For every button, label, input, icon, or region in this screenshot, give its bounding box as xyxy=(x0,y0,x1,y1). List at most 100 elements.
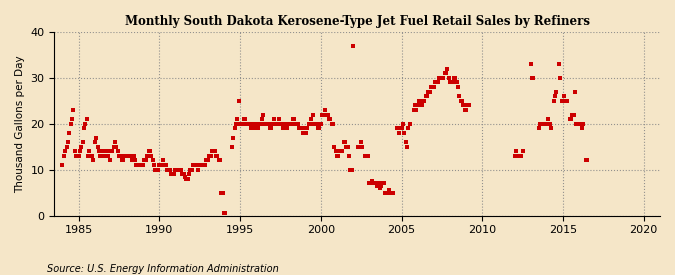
Point xyxy=(322,112,333,117)
Point xyxy=(399,131,410,135)
Point xyxy=(516,154,526,158)
Point xyxy=(130,158,140,163)
Point xyxy=(271,122,281,126)
Point xyxy=(414,99,425,103)
Point xyxy=(446,80,456,85)
Point xyxy=(353,144,364,149)
Point xyxy=(171,167,182,172)
Point xyxy=(433,80,443,85)
Point xyxy=(211,154,221,158)
Point xyxy=(330,149,341,153)
Point xyxy=(400,140,411,144)
Point xyxy=(535,122,545,126)
Point xyxy=(403,126,414,131)
Point xyxy=(556,99,567,103)
Point xyxy=(295,126,306,131)
Point xyxy=(57,163,68,167)
Point xyxy=(302,126,313,131)
Point xyxy=(429,85,439,89)
Point xyxy=(442,67,453,71)
Point xyxy=(202,158,213,163)
Point xyxy=(288,117,299,121)
Point xyxy=(197,163,208,167)
Point xyxy=(259,122,270,126)
Point xyxy=(362,154,373,158)
Point xyxy=(80,122,91,126)
Point xyxy=(198,163,209,167)
Point xyxy=(303,122,314,126)
Point xyxy=(250,122,261,126)
Point xyxy=(434,76,445,80)
Point xyxy=(558,99,568,103)
Point xyxy=(146,154,157,158)
Point xyxy=(73,154,84,158)
Point xyxy=(144,149,155,153)
Point xyxy=(128,154,139,158)
Point xyxy=(464,103,475,108)
Point xyxy=(82,154,93,158)
Point xyxy=(536,122,547,126)
Point xyxy=(566,117,576,121)
Point xyxy=(373,181,384,186)
Point xyxy=(143,149,154,153)
Point xyxy=(449,76,460,80)
Point xyxy=(64,131,75,135)
Point xyxy=(267,122,277,126)
Point xyxy=(200,163,211,167)
Point xyxy=(147,158,158,163)
Point xyxy=(513,154,524,158)
Point xyxy=(113,154,124,158)
Point xyxy=(212,154,223,158)
Point xyxy=(238,122,248,126)
Point xyxy=(78,126,89,131)
Point xyxy=(306,117,317,121)
Point xyxy=(430,80,441,85)
Point xyxy=(337,149,348,153)
Point xyxy=(204,154,215,158)
Point xyxy=(549,94,560,98)
Point xyxy=(387,190,398,195)
Point xyxy=(227,144,238,149)
Point xyxy=(548,99,559,103)
Point xyxy=(318,112,329,117)
Point xyxy=(381,190,392,195)
Point xyxy=(544,122,555,126)
Point xyxy=(578,122,589,126)
Point xyxy=(69,149,80,153)
Point xyxy=(533,126,544,131)
Point xyxy=(570,89,580,94)
Point xyxy=(422,94,433,98)
Point xyxy=(97,149,108,153)
Point xyxy=(348,43,358,48)
Point xyxy=(395,126,406,131)
Point xyxy=(109,140,120,144)
Point xyxy=(86,154,97,158)
Point xyxy=(180,174,190,179)
Point xyxy=(161,163,171,167)
Point xyxy=(283,122,294,126)
Point xyxy=(385,190,396,195)
Point xyxy=(299,126,310,131)
Point xyxy=(342,144,353,149)
Point xyxy=(58,154,69,158)
Text: Source: U.S. Energy Information Administration: Source: U.S. Energy Information Administ… xyxy=(47,264,279,274)
Point xyxy=(388,190,399,195)
Point xyxy=(340,140,350,144)
Point xyxy=(215,158,225,163)
Point xyxy=(138,163,148,167)
Point xyxy=(99,154,109,158)
Point xyxy=(376,183,387,188)
Point xyxy=(235,122,246,126)
Point xyxy=(329,144,340,149)
Point xyxy=(418,99,429,103)
Point xyxy=(76,144,87,149)
Point xyxy=(574,122,585,126)
Point xyxy=(216,190,227,195)
Point xyxy=(155,163,166,167)
Point xyxy=(333,154,344,158)
Point xyxy=(427,85,438,89)
Point xyxy=(287,117,298,121)
Point xyxy=(360,154,371,158)
Point xyxy=(170,167,181,172)
Point xyxy=(460,108,470,112)
